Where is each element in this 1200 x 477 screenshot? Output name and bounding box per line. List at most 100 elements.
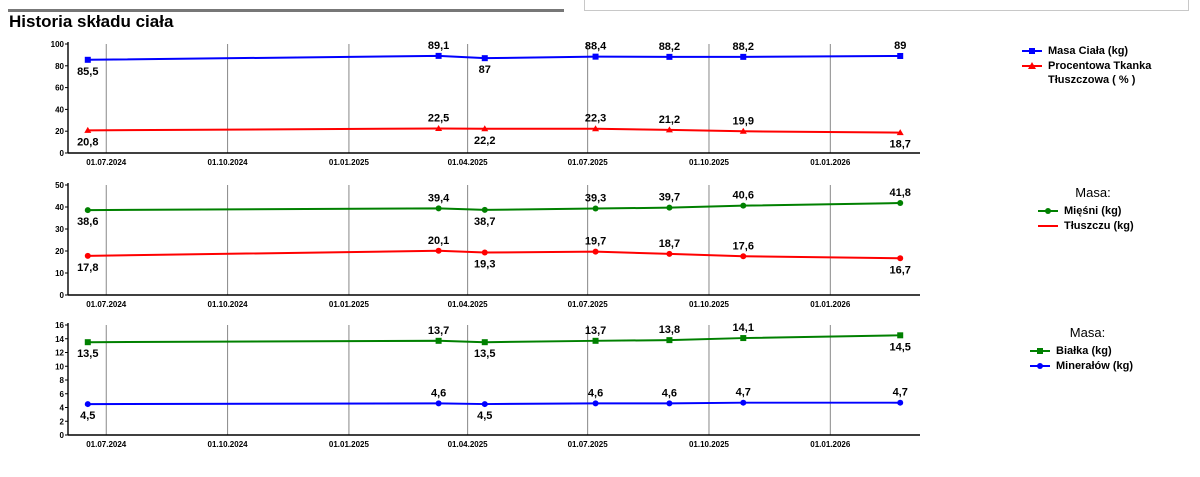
x-tick-label: 01.04.2025 — [448, 300, 489, 309]
data-point — [435, 205, 442, 212]
x-tick-label: 01.10.2024 — [208, 158, 249, 167]
x-tick-label: 01.01.2025 — [329, 300, 370, 309]
data-point — [481, 249, 488, 256]
y-tick-label: 6 — [60, 390, 65, 399]
data-label: 13,7 — [428, 325, 449, 337]
data-point — [897, 332, 904, 339]
data-point — [592, 400, 599, 407]
data-label: 38,7 — [474, 216, 495, 228]
x-tick-label: 01.01.2026 — [810, 300, 851, 309]
y-tick-label: 0 — [60, 431, 65, 440]
data-label: 18,7 — [659, 238, 680, 250]
legend-symbol — [1030, 359, 1050, 373]
data-point — [481, 206, 488, 213]
series-line-1 — [87, 54, 901, 61]
legend-protein-minerals: Masa: Białka (kg) Minerałów (kg) — [1030, 326, 1145, 374]
chart-panel-2: 01.07.2024 01.10.2024 01.01.2025 01.04.2025… — [55, 181, 920, 309]
y-tick-label: 20 — [55, 127, 64, 136]
data-point — [84, 401, 91, 408]
data-label: 85,5 — [77, 66, 98, 78]
x-tick-label: 01.07.2025 — [568, 300, 609, 309]
y-tick-label: 16 — [55, 321, 64, 330]
y-tick-label: 30 — [55, 225, 64, 234]
y-tick-label: 10 — [55, 362, 64, 371]
x-tick-label: 01.04.2025 — [448, 440, 489, 449]
y-tick-label: 2 — [60, 417, 65, 426]
y-tick-label: 10 — [55, 269, 64, 278]
y-tick-label: 100 — [51, 40, 65, 49]
data-label: 18,7 — [890, 139, 911, 151]
data-point — [435, 124, 443, 131]
data-label: 89,1 — [428, 40, 449, 52]
series-line-1 — [87, 334, 901, 344]
legend-label: Białka (kg) — [1056, 345, 1112, 357]
data-label: 39,7 — [659, 192, 680, 204]
legend-mass: Masa: Mięśni (kg) Tłuszczu (kg) — [1038, 186, 1148, 234]
data-point — [666, 204, 673, 211]
legend-heading: Masa: — [1075, 185, 1111, 200]
data-point — [435, 52, 442, 59]
legend-item: Mięśni (kg) — [1038, 204, 1148, 218]
x-tick-label: 01.04.2025 — [448, 158, 489, 167]
y-tick-label: 60 — [55, 84, 64, 93]
x-tick-label: 01.01.2026 — [810, 440, 851, 449]
data-label: 87 — [479, 64, 491, 76]
data-label: 16,7 — [890, 264, 911, 276]
x-tick-label: 01.01.2025 — [329, 440, 370, 449]
legend-label: Procentowa Tkanka Tłuszczowa ( % ) — [1048, 60, 1152, 86]
data-point — [481, 339, 488, 346]
data-label: 13,8 — [659, 324, 680, 336]
legend-item: Minerałów (kg) — [1030, 359, 1145, 373]
data-label: 4,6 — [588, 387, 603, 399]
data-label: 13,5 — [77, 348, 98, 360]
data-label: 19,9 — [733, 115, 754, 127]
legend-label: Minerałów (kg) — [1056, 360, 1134, 372]
data-label: 17,6 — [733, 240, 754, 252]
data-label: 19,7 — [585, 236, 606, 248]
data-label: 39,4 — [428, 192, 450, 204]
data-point — [739, 127, 747, 134]
data-point — [666, 250, 673, 257]
data-point — [592, 53, 599, 60]
data-point — [481, 125, 489, 132]
y-tick-label: 0 — [60, 149, 65, 158]
y-tick-label: 14 — [55, 335, 64, 344]
legend-symbol — [1038, 219, 1058, 233]
chart-panel-3: 01.07.2024 01.10.2024 01.01.2025 01.04.2025… — [55, 321, 920, 449]
data-label: 41,8 — [890, 187, 911, 199]
x-tick-label: 01.10.2025 — [689, 158, 730, 167]
y-tick-label: 50 — [55, 181, 64, 190]
data-label: 14,1 — [733, 322, 754, 334]
data-point — [592, 337, 599, 344]
data-label: 38,6 — [77, 216, 98, 228]
series-line-1 — [87, 202, 901, 212]
data-point — [481, 401, 488, 408]
data-point — [740, 53, 747, 60]
data-point — [481, 55, 488, 62]
data-label: 39,3 — [585, 193, 606, 205]
x-tick-label: 01.01.2026 — [810, 158, 851, 167]
data-point — [740, 399, 747, 406]
x-tick-label: 01.10.2025 — [689, 300, 730, 309]
data-point — [897, 255, 904, 262]
data-label: 40,6 — [733, 190, 754, 202]
y-tick-label: 40 — [55, 105, 64, 114]
data-label: 19,3 — [474, 259, 495, 271]
data-label: 22,5 — [428, 112, 449, 124]
data-point — [435, 400, 442, 407]
data-point — [435, 337, 442, 344]
x-tick-label: 01.10.2024 — [208, 300, 249, 309]
y-tick-label: 12 — [55, 349, 64, 358]
x-tick-label: 01.10.2024 — [208, 440, 249, 449]
data-point — [740, 335, 747, 342]
data-label: 88,2 — [733, 41, 754, 53]
data-point — [665, 126, 673, 133]
series-line-2 — [87, 249, 901, 260]
legend-symbol — [1022, 59, 1042, 73]
data-label: 21,2 — [659, 114, 680, 126]
legend-item: Białka (kg) — [1030, 344, 1145, 358]
legend-symbol — [1038, 204, 1058, 218]
data-label: 4,6 — [662, 387, 677, 399]
data-label: 88,4 — [585, 41, 607, 53]
